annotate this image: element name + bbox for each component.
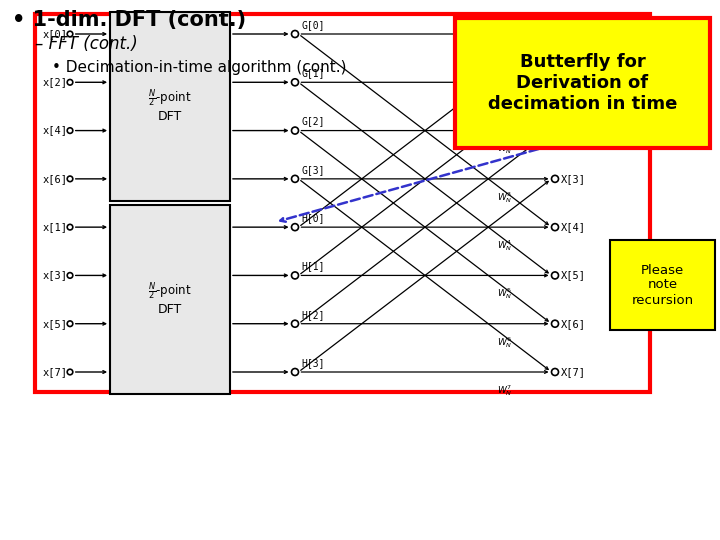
Text: X[2]: X[2] [561,126,586,136]
Text: $W_N^2$: $W_N^2$ [498,141,513,157]
Text: x[4]: x[4] [43,126,68,136]
Text: $\frac{N}{2}$-point: $\frac{N}{2}$-point [148,87,192,109]
Text: X[5]: X[5] [561,271,586,280]
Text: $W_N^5$: $W_N^5$ [498,286,513,301]
Text: x[0]: x[0] [43,29,68,39]
Text: H[1]: H[1] [301,261,325,272]
Circle shape [292,224,299,231]
Circle shape [552,79,559,86]
Circle shape [67,321,73,327]
Text: $\frac{N}{2}$-point: $\frac{N}{2}$-point [148,281,192,302]
Bar [110,12,230,201]
Text: $W_N^0$: $W_N^0$ [498,45,513,60]
Text: x[1]: x[1] [43,222,68,232]
Text: G[2]: G[2] [301,117,325,126]
Text: G[0]: G[0] [301,20,325,30]
Circle shape [552,176,559,183]
Circle shape [552,272,559,279]
Text: – FFT (cont.): – FFT (cont.) [35,35,138,53]
Circle shape [67,273,73,278]
Text: X[0]: X[0] [561,29,586,39]
Circle shape [292,272,299,279]
Circle shape [67,176,73,181]
Circle shape [552,368,559,375]
Circle shape [67,224,73,230]
Circle shape [67,79,73,85]
Text: • 1-dim. DFT (cont.): • 1-dim. DFT (cont.) [12,10,246,30]
FancyBboxPatch shape [35,14,650,392]
Text: Butterfly for
Derivation of
decimation in time: Butterfly for Derivation of decimation i… [488,53,678,113]
Circle shape [67,31,73,37]
Text: $W_N^7$: $W_N^7$ [498,383,513,398]
Text: x[2]: x[2] [43,77,68,87]
Text: x[7]: x[7] [43,367,68,377]
Text: H[2]: H[2] [301,310,325,320]
Text: H[3]: H[3] [301,358,325,368]
Circle shape [552,224,559,231]
Circle shape [67,128,73,133]
Text: x[5]: x[5] [43,319,68,329]
FancyBboxPatch shape [610,240,715,330]
Text: G[3]: G[3] [301,165,325,175]
Text: $W_N^3$: $W_N^3$ [498,190,513,205]
Text: G[1]: G[1] [301,68,325,78]
Text: x[6]: x[6] [43,174,68,184]
Text: DFT: DFT [158,303,182,316]
Text: X[1]: X[1] [561,77,586,87]
Circle shape [292,79,299,86]
Text: X[6]: X[6] [561,319,586,329]
Circle shape [552,320,559,327]
FancyBboxPatch shape [455,18,710,148]
Text: H[0]: H[0] [301,213,325,223]
Text: • Decimation-in-time algorithm (cont.): • Decimation-in-time algorithm (cont.) [52,60,346,75]
Circle shape [292,176,299,183]
Text: $W_N^1$: $W_N^1$ [498,93,513,108]
Text: $W_N^4$: $W_N^4$ [498,238,513,253]
Circle shape [292,368,299,375]
Circle shape [292,127,299,134]
Circle shape [292,30,299,37]
Circle shape [552,127,559,134]
Text: X[4]: X[4] [561,222,586,232]
Text: X[3]: X[3] [561,174,586,184]
Circle shape [552,30,559,37]
Circle shape [67,369,73,375]
Text: Please
note
recursion: Please note recursion [631,264,693,307]
Bar [110,205,230,394]
Text: DFT: DFT [158,110,182,123]
Circle shape [292,320,299,327]
Text: $W_N^6$: $W_N^6$ [498,335,513,349]
Text: X[7]: X[7] [561,367,586,377]
Text: x[3]: x[3] [43,271,68,280]
